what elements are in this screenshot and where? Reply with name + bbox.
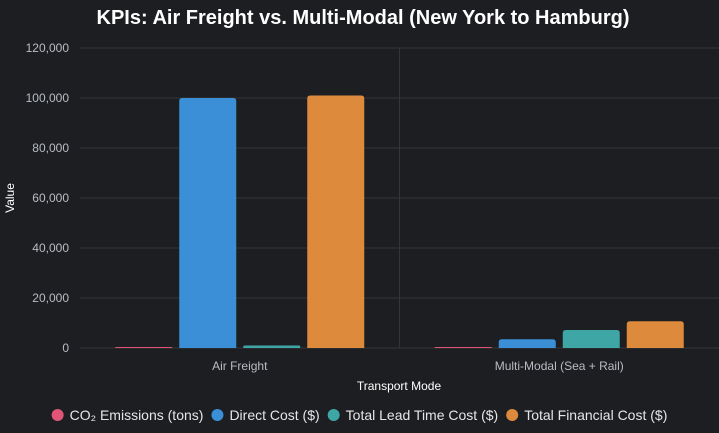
x-tick-label: Multi-Modal (Sea + Rail) [495,359,624,373]
bar [179,98,237,348]
x-tick-label: Air Freight [212,359,268,373]
y-axis-ticks: 0 20,000 40,000 60,000 80,000 100,000 120,000 [26,41,70,355]
legend-swatch [506,409,519,421]
x-axis-ticks: Air Freight Multi-Modal (Sea + Rail) [212,359,624,373]
legend-item[interactable]: CO₂ Emissions (tons) [51,407,204,423]
legend-label: Total Lead Time Cost ($) [346,407,499,423]
legend-label: CO₂ Emissions (tons) [70,407,204,423]
legend-label: Total Financial Cost ($) [524,407,667,423]
legend-label: Direct Cost ($) [229,407,319,423]
legend-item[interactable]: Total Financial Cost ($) [506,407,667,423]
legend-swatch [51,409,64,421]
bar [243,345,301,348]
bar [434,347,492,348]
legend-swatch [211,409,224,421]
bars [115,95,684,348]
y-tick-label: 40,000 [32,241,69,255]
y-axis-title: Value [3,183,17,213]
bar [307,95,365,348]
legend-swatch [327,409,340,421]
bar [562,330,620,348]
legend: CO₂ Emissions (tons) Direct Cost ($) Total… [51,407,667,423]
y-tick-label: 0 [62,341,69,355]
x-axis-title: Transport Mode [357,379,442,393]
bar [626,321,684,348]
y-tick-label: 60,000 [32,191,69,205]
y-tick-label: 100,000 [26,91,70,105]
bar [498,339,556,348]
y-tick-label: 120,000 [26,41,70,55]
gridlines [80,47,719,349]
legend-item[interactable]: Direct Cost ($) [211,407,320,423]
bar [115,347,173,348]
legend-item[interactable]: Total Lead Time Cost ($) [327,407,499,423]
y-tick-label: 20,000 [32,291,69,305]
y-tick-label: 80,000 [32,141,69,155]
chart-title: KPIs: Air Freight vs. Multi-Modal (New Y… [97,7,630,29]
